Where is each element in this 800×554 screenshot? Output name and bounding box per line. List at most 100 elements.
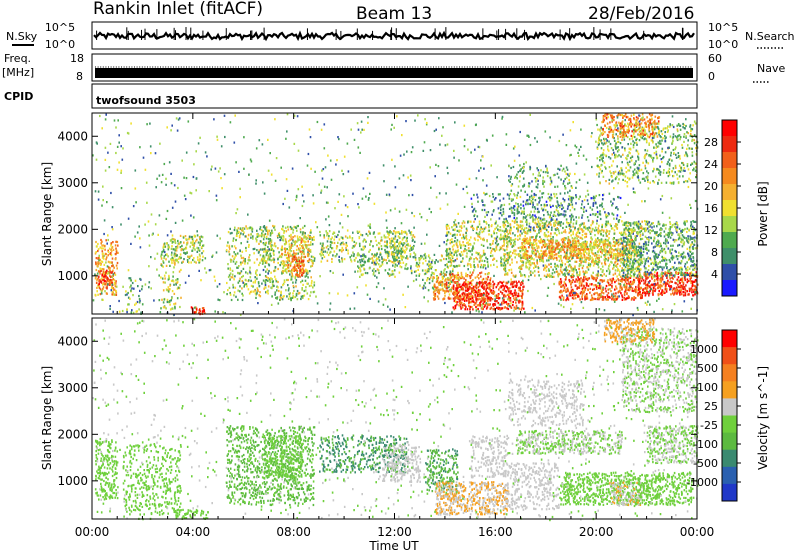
data-cell bbox=[632, 282, 634, 285]
data-cell bbox=[551, 244, 553, 247]
data-cell bbox=[179, 305, 181, 309]
data-cell bbox=[138, 294, 140, 298]
data-cell bbox=[451, 275, 454, 278]
data-cell bbox=[509, 256, 511, 259]
data-cell bbox=[525, 250, 528, 253]
data-cell bbox=[617, 244, 620, 247]
data-cell bbox=[267, 245, 269, 249]
freq-trace bbox=[95, 68, 693, 78]
data-cell bbox=[292, 292, 294, 295]
data-cell bbox=[177, 261, 180, 264]
data-cell bbox=[183, 251, 185, 254]
data-cell bbox=[482, 249, 485, 252]
data-cell bbox=[529, 238, 532, 241]
data-cell bbox=[468, 302, 470, 305]
data-cell bbox=[429, 264, 432, 267]
data-cell bbox=[550, 249, 552, 252]
data-cell bbox=[485, 222, 488, 225]
data-cell bbox=[519, 246, 521, 249]
data-cell bbox=[539, 235, 541, 239]
data-cell bbox=[563, 237, 566, 240]
data-cell bbox=[303, 289, 306, 293]
data-cell bbox=[259, 273, 261, 276]
data-cell bbox=[107, 249, 109, 252]
data-cell bbox=[562, 289, 565, 292]
data-cell bbox=[587, 254, 590, 257]
data-cell bbox=[492, 258, 494, 261]
data-cell bbox=[100, 269, 102, 273]
data-cell bbox=[558, 232, 561, 235]
data-cell bbox=[574, 260, 576, 263]
data-cell bbox=[304, 270, 307, 273]
data-cell bbox=[436, 295, 439, 298]
data-cell bbox=[511, 285, 514, 289]
data-cell bbox=[358, 266, 360, 269]
data-cell bbox=[283, 230, 285, 233]
data-cell bbox=[519, 234, 522, 237]
data-cell bbox=[447, 252, 450, 255]
data-cell bbox=[554, 224, 557, 227]
data-cell bbox=[591, 275, 593, 278]
data-cell bbox=[633, 296, 636, 299]
data-cell bbox=[628, 222, 630, 225]
data-cell bbox=[627, 277, 630, 280]
data-cell bbox=[578, 256, 581, 259]
data-cell bbox=[621, 280, 623, 283]
data-cell bbox=[492, 285, 495, 288]
data-cell bbox=[259, 261, 261, 264]
data-cell bbox=[548, 221, 551, 224]
data-cell bbox=[483, 285, 486, 288]
data-cell bbox=[556, 247, 559, 250]
data-cell bbox=[450, 280, 452, 283]
data-cell bbox=[347, 252, 349, 255]
data-cell bbox=[246, 262, 249, 265]
data-cell bbox=[507, 288, 509, 291]
data-cell bbox=[628, 281, 630, 284]
data-cell bbox=[543, 240, 545, 243]
data-cell bbox=[186, 259, 189, 262]
data-cell bbox=[265, 229, 268, 232]
data-cell bbox=[603, 245, 606, 248]
data-cell bbox=[548, 263, 550, 266]
data-cell bbox=[554, 247, 557, 250]
data-cell bbox=[417, 263, 420, 267]
data-cell bbox=[411, 239, 414, 242]
data-cell bbox=[608, 295, 610, 299]
data-cell bbox=[387, 251, 389, 254]
data-cell bbox=[513, 221, 516, 224]
data-cell bbox=[465, 278, 467, 282]
data-cell bbox=[311, 262, 314, 265]
data-cell bbox=[585, 243, 587, 246]
data-cell bbox=[504, 273, 506, 276]
data-cell bbox=[553, 254, 556, 257]
data-cell bbox=[307, 298, 310, 301]
data-cell bbox=[480, 243, 483, 246]
data-cell bbox=[96, 279, 98, 282]
data-cell bbox=[460, 298, 463, 301]
data-cell bbox=[629, 250, 631, 253]
data-cell bbox=[528, 268, 530, 271]
data-cell bbox=[536, 262, 539, 265]
data-cell bbox=[556, 258, 558, 261]
data-cell bbox=[226, 281, 228, 285]
data-cell bbox=[571, 280, 573, 283]
data-cell bbox=[615, 223, 617, 226]
data-cell bbox=[557, 223, 559, 226]
data-cell bbox=[393, 237, 395, 240]
data-cell bbox=[234, 256, 236, 259]
data-cell bbox=[270, 232, 273, 235]
data-cell bbox=[178, 256, 181, 259]
data-cell bbox=[605, 231, 607, 234]
data-cell bbox=[282, 234, 284, 238]
data-cell bbox=[338, 238, 341, 241]
data-cell bbox=[611, 298, 613, 301]
data-cell bbox=[591, 248, 594, 251]
data-cell bbox=[605, 224, 608, 227]
data-cell bbox=[485, 293, 487, 296]
data-cell bbox=[117, 251, 119, 254]
data-cell bbox=[262, 238, 265, 241]
data-cell bbox=[281, 227, 283, 231]
data-cell bbox=[455, 243, 458, 246]
data-cell bbox=[526, 237, 528, 240]
data-cell bbox=[277, 267, 279, 271]
